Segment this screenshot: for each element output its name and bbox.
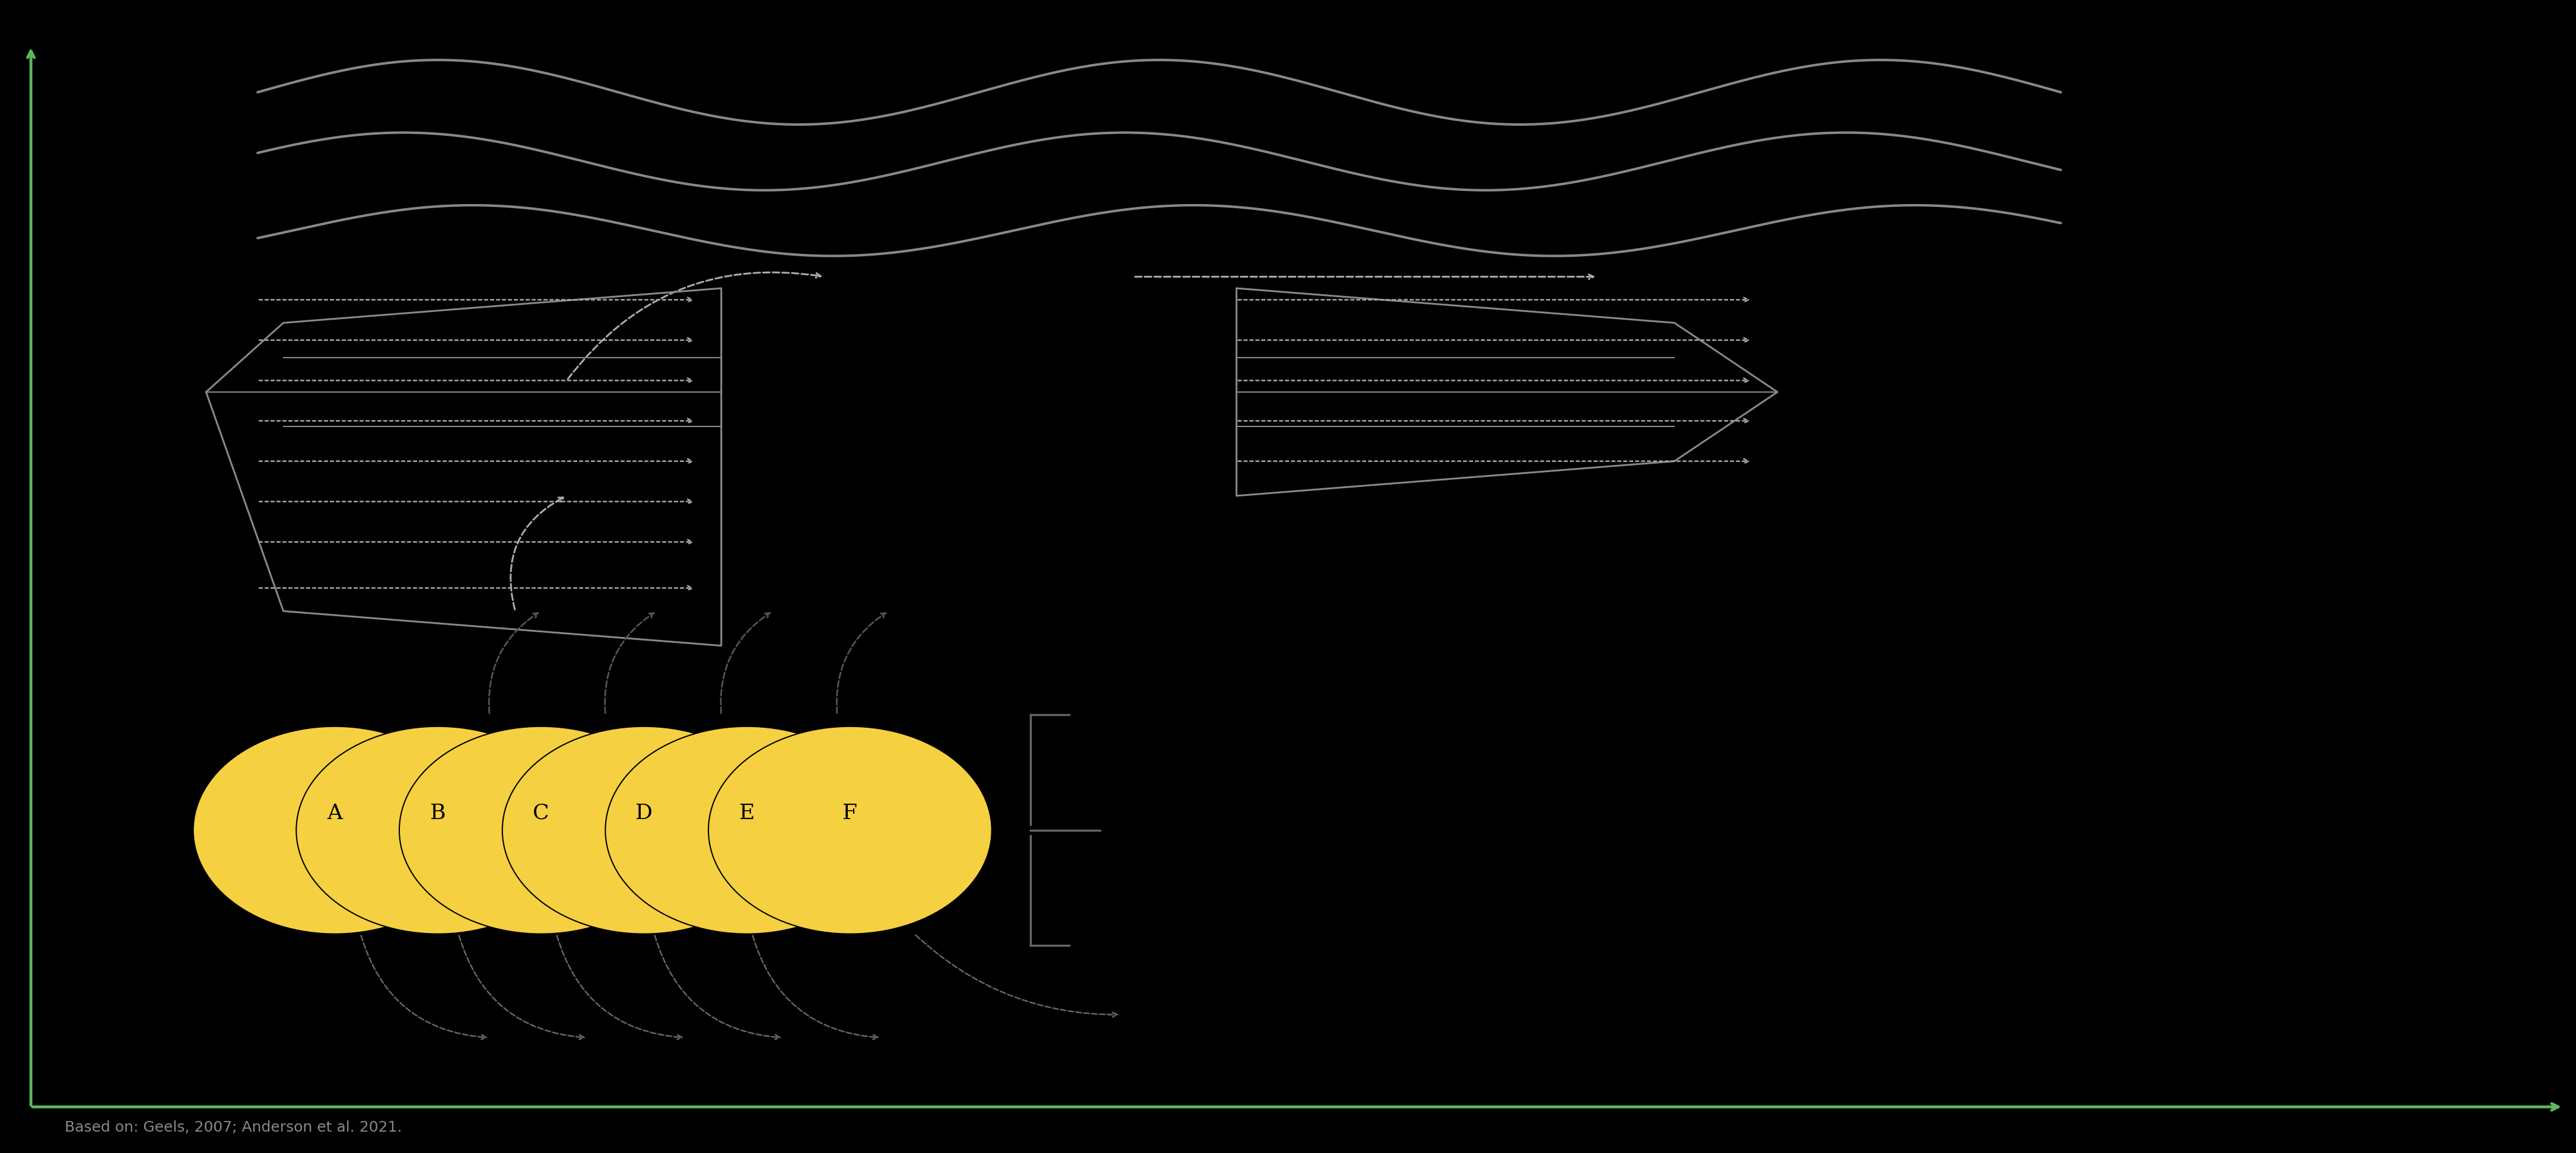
Text: E: E bbox=[739, 802, 755, 823]
Ellipse shape bbox=[708, 726, 992, 934]
Text: F: F bbox=[842, 802, 858, 823]
Text: C: C bbox=[533, 802, 549, 823]
Ellipse shape bbox=[399, 726, 683, 934]
Text: A: A bbox=[327, 802, 343, 823]
Text: Based on: Geels, 2007; Anderson et al. 2021.: Based on: Geels, 2007; Anderson et al. 2… bbox=[64, 1121, 402, 1135]
Ellipse shape bbox=[296, 726, 580, 934]
Ellipse shape bbox=[502, 726, 786, 934]
Text: B: B bbox=[430, 802, 446, 823]
Ellipse shape bbox=[605, 726, 889, 934]
Ellipse shape bbox=[193, 726, 477, 934]
Text: D: D bbox=[636, 802, 652, 823]
